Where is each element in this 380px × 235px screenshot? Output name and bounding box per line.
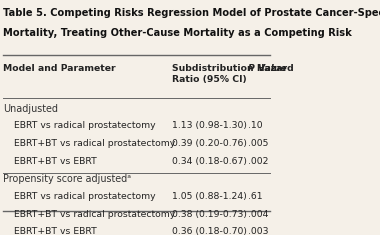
Text: EBRT+BT vs EBRT: EBRT+BT vs EBRT: [14, 227, 97, 235]
Text: EBRT+BT vs EBRT: EBRT+BT vs EBRT: [14, 157, 97, 166]
Text: EBRT+BT vs radical prostatectomy: EBRT+BT vs radical prostatectomy: [14, 210, 176, 219]
Text: EBRT vs radical prostatectomy: EBRT vs radical prostatectomy: [14, 192, 156, 201]
Text: 0.34 (0.18-0.67): 0.34 (0.18-0.67): [172, 157, 247, 166]
Text: .61: .61: [248, 192, 263, 201]
Text: .005: .005: [248, 139, 269, 148]
Text: .004: .004: [248, 210, 269, 219]
Text: 0.38 (0.19-0.73): 0.38 (0.19-0.73): [172, 210, 247, 219]
Text: EBRT+BT vs radical prostatectomy: EBRT+BT vs radical prostatectomy: [14, 139, 176, 148]
Text: 0.39 (0.20-0.76): 0.39 (0.20-0.76): [172, 139, 247, 148]
Text: EBRT vs radical prostatectomy: EBRT vs radical prostatectomy: [14, 121, 156, 130]
Text: 0.36 (0.18-0.70): 0.36 (0.18-0.70): [172, 227, 247, 235]
Text: P Value: P Value: [248, 64, 287, 73]
Text: Subdistribution Hazard
Ratio (95% CI): Subdistribution Hazard Ratio (95% CI): [172, 64, 294, 84]
Text: Table 5. Competing Risks Regression Model of Prostate Cancer-Specific: Table 5. Competing Risks Regression Mode…: [3, 8, 380, 18]
Text: .003: .003: [248, 227, 269, 235]
Text: 1.05 (0.88-1.24): 1.05 (0.88-1.24): [172, 192, 247, 201]
Text: Mortality, Treating Other-Cause Mortality as a Competing Risk: Mortality, Treating Other-Cause Mortalit…: [3, 27, 352, 38]
Text: .10: .10: [248, 121, 263, 130]
Text: Propensity score adjustedᵃ: Propensity score adjustedᵃ: [3, 174, 131, 184]
Text: Model and Parameter: Model and Parameter: [3, 64, 116, 73]
Text: Unadjusted: Unadjusted: [3, 104, 59, 114]
Text: .002: .002: [248, 157, 269, 166]
Text: 1.13 (0.98-1.30): 1.13 (0.98-1.30): [172, 121, 247, 130]
